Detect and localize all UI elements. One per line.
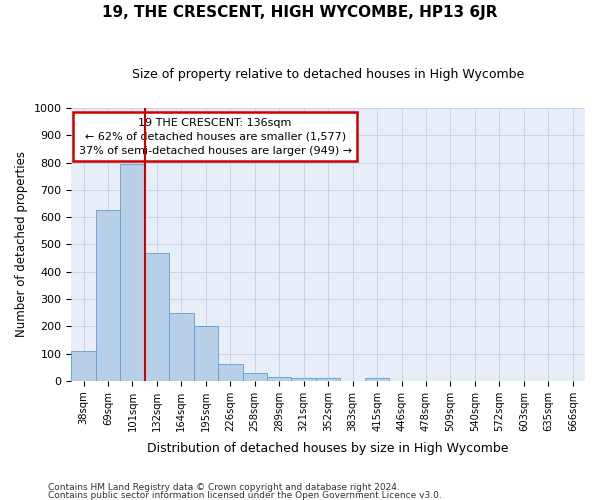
Bar bbox=[96, 210, 120, 381]
Bar bbox=[169, 312, 194, 381]
Bar bbox=[316, 378, 340, 381]
Bar bbox=[242, 372, 267, 381]
Y-axis label: Number of detached properties: Number of detached properties bbox=[15, 152, 28, 338]
Title: Size of property relative to detached houses in High Wycombe: Size of property relative to detached ho… bbox=[132, 68, 524, 80]
Text: 19 THE CRESCENT: 136sqm
← 62% of detached houses are smaller (1,577)
37% of semi: 19 THE CRESCENT: 136sqm ← 62% of detache… bbox=[79, 118, 352, 156]
Bar bbox=[267, 376, 292, 381]
Bar bbox=[71, 351, 96, 381]
Bar bbox=[145, 252, 169, 381]
Bar bbox=[120, 164, 145, 381]
Bar bbox=[194, 326, 218, 381]
Text: Contains public sector information licensed under the Open Government Licence v3: Contains public sector information licen… bbox=[48, 490, 442, 500]
Bar bbox=[365, 378, 389, 381]
Text: 19, THE CRESCENT, HIGH WYCOMBE, HP13 6JR: 19, THE CRESCENT, HIGH WYCOMBE, HP13 6JR bbox=[102, 5, 498, 20]
X-axis label: Distribution of detached houses by size in High Wycombe: Distribution of detached houses by size … bbox=[148, 442, 509, 455]
Bar bbox=[292, 378, 316, 381]
Bar bbox=[218, 364, 242, 381]
Text: Contains HM Land Registry data © Crown copyright and database right 2024.: Contains HM Land Registry data © Crown c… bbox=[48, 484, 400, 492]
